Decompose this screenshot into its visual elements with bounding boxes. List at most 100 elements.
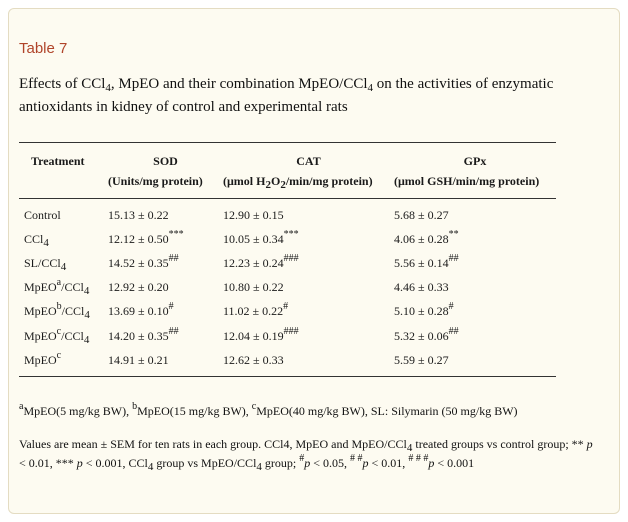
- cat-value: 12.90 ± 0.15: [223, 207, 284, 222]
- treatment-subscript: 4: [83, 285, 90, 298]
- header-cat: CAT: [223, 142, 394, 171]
- gpx-value: 5.10 ± 0.28: [394, 304, 449, 319]
- cell-treatment: MpEOc: [19, 348, 108, 378]
- sod-value: 12.12 ± 0.50: [108, 231, 169, 246]
- cat-value: 12.62 ± 0.33: [223, 352, 284, 367]
- sod-significance: ***: [168, 228, 184, 240]
- gpx-value: 5.32 ± 0.06: [394, 328, 449, 343]
- p-symbol: p: [76, 456, 83, 470]
- gpx-value: 4.46 ± 0.33: [394, 280, 449, 295]
- cell-treatment: Control: [19, 199, 108, 228]
- sod-value: 14.20 ± 0.35: [108, 328, 169, 343]
- cell-cat: 10.80 ± 0.22: [223, 276, 394, 300]
- table-row: CCl4 12.12 ± 0.50*** 10.05 ± 0.34*** 4.06 ±…: [19, 227, 556, 251]
- cell-cat: 12.62 ± 0.33: [223, 348, 394, 378]
- cat-value: 10.80 ± 0.22: [223, 280, 284, 295]
- footnote-text: < 0.01,: [368, 456, 409, 470]
- header-units-row: (Units/mg protein) (μmol H2O2/min/mg pro…: [19, 171, 556, 199]
- cell-cat: 12.23 ± 0.24###: [223, 251, 394, 275]
- footnote-text: group;: [261, 456, 300, 470]
- header-empty: [19, 171, 108, 199]
- table-row: MpEOc 14.91 ± 0.21 12.62 ± 0.33 5.59 ± 0.27: [19, 348, 556, 378]
- table-row: SL/CCl4 14.52 ± 0.35## 12.23 ± 0.24### 5.56…: [19, 251, 556, 275]
- p-symbol: p: [304, 456, 311, 470]
- cat-value: 12.04 ± 0.19: [223, 328, 284, 343]
- treatment-name-rest: /CCl: [61, 280, 84, 295]
- cell-gpx: 4.46 ± 0.33: [394, 276, 556, 300]
- p-symbol: p: [428, 456, 435, 470]
- footnote-text: MpEO(40 mg/kg BW), SL: Silymarin (50 mg/…: [256, 404, 518, 418]
- sod-value: 12.92 ± 0.20: [108, 280, 169, 295]
- sod-significance: #: [168, 301, 174, 313]
- cell-cat: 12.90 ± 0.15: [223, 199, 394, 228]
- cell-sod: 14.52 ± 0.35##: [108, 251, 223, 275]
- footnote-marker: a: [19, 401, 24, 412]
- gpx-significance: #: [448, 301, 454, 313]
- caption-subscript: 4: [367, 82, 374, 94]
- gpx-value: 5.56 ± 0.14: [394, 255, 449, 270]
- cell-cat: 12.04 ± 0.19###: [223, 324, 394, 348]
- treatment-name: MpEO: [24, 280, 57, 295]
- caption-text: on the activities of enzymatic antioxida…: [19, 76, 554, 115]
- header-gpx-unit: (μmol GSH/min/mg protein): [394, 171, 556, 199]
- sod-significance: ##: [168, 252, 179, 264]
- treatment-name: CCl: [24, 231, 44, 246]
- table-row: MpEOc/CCl4 14.20 ± 0.35## 12.04 ± 0.19### 5…: [19, 324, 556, 348]
- treatment-name-rest: /CCl: [61, 328, 84, 343]
- treatment-subscript: 4: [43, 236, 49, 249]
- cat-significance: ***: [283, 228, 299, 240]
- cat-significance: ###: [283, 325, 299, 337]
- gpx-value: 5.59 ± 0.27: [394, 352, 449, 367]
- treatment-superscript: c: [56, 349, 62, 361]
- p-symbol: p: [586, 437, 593, 451]
- cell-sod: 12.12 ± 0.50***: [108, 227, 223, 251]
- cat-value: 11.02 ± 0.22: [223, 304, 284, 319]
- table-row: MpEOb/CCl4 13.69 ± 0.10# 11.02 ± 0.22# 5.10…: [19, 300, 556, 324]
- footnote-marker: b: [132, 401, 138, 412]
- treatment-name: Control: [24, 207, 61, 222]
- table-caption: Effects of CCl 4, MpEO and their combinat…: [19, 73, 589, 118]
- unit-subscript: 2: [280, 178, 286, 191]
- table-body: Control 15.13 ± 0.22 12.90 ± 0.15 5.68 ± 0.…: [19, 199, 556, 378]
- header-cat-unit: (μmol H2O2/min/mg protein): [223, 171, 394, 199]
- cat-value: 12.23 ± 0.24: [223, 255, 284, 270]
- footnote-abbreviations: aMpEO(5 mg/kg BW), bMpEO(15 mg/kg BW), c…: [19, 401, 599, 422]
- treatment-subscript: 4: [60, 260, 67, 273]
- sod-value: 14.91 ± 0.21: [108, 352, 169, 367]
- gpx-significance: ##: [448, 325, 459, 337]
- treatment-name-rest: /CCl: [61, 304, 85, 319]
- footnote-text: < 0.001, CCl: [82, 456, 148, 470]
- gpx-value: 4.06 ± 0.28: [394, 231, 449, 246]
- footnote-text: Values are mean ± SEM for ten rats in ea…: [19, 437, 407, 451]
- cell-treatment: MpEOc/CCl4: [19, 324, 108, 348]
- cat-value: 10.05 ± 0.34: [223, 231, 284, 246]
- header-row: Treatment SOD CAT GPx: [19, 142, 556, 171]
- cell-cat: 10.05 ± 0.34***: [223, 227, 394, 251]
- footnote-text: < 0.001: [434, 456, 475, 470]
- treatment-name: MpEO: [24, 352, 57, 367]
- caption-text: Effects of CCl: [19, 76, 106, 92]
- table-label[interactable]: Table 7: [19, 40, 68, 57]
- header-treatment: Treatment: [19, 142, 108, 171]
- cell-gpx: 5.59 ± 0.27: [394, 348, 556, 378]
- treatment-superscript: a: [56, 277, 62, 289]
- treatment-name: MpEO: [24, 328, 57, 343]
- table-row: MpEOa/CCl4 12.92 ± 0.20 10.80 ± 0.22 4.46 ±…: [19, 276, 556, 300]
- footnote-subscript: 4: [406, 442, 413, 454]
- data-table: Treatment SOD CAT GPx (Units/mg protein)…: [19, 142, 556, 378]
- p-symbol: p: [362, 456, 369, 470]
- gpx-value: 5.68 ± 0.27: [394, 207, 449, 222]
- caption-text: , MpEO and their combination MpEO/CCl: [110, 76, 368, 92]
- table-card: [8, 8, 620, 514]
- footnote-statistics: Values are mean ± SEM for ten rats in ea…: [19, 435, 599, 474]
- cat-significance: #: [283, 301, 289, 313]
- footnote-subscript: 4: [256, 461, 262, 473]
- sod-value: 13.69 ± 0.10: [108, 304, 169, 319]
- hash-marker: # #: [350, 453, 363, 464]
- cell-cat: 11.02 ± 0.22#: [223, 300, 394, 324]
- cell-sod: 13.69 ± 0.10#: [108, 300, 223, 324]
- sod-value: 14.52 ± 0.35: [108, 255, 169, 270]
- header-gpx: GPx: [394, 142, 556, 171]
- footnote-text: < 0.01, ***: [19, 456, 77, 470]
- sod-significance: ##: [168, 325, 179, 337]
